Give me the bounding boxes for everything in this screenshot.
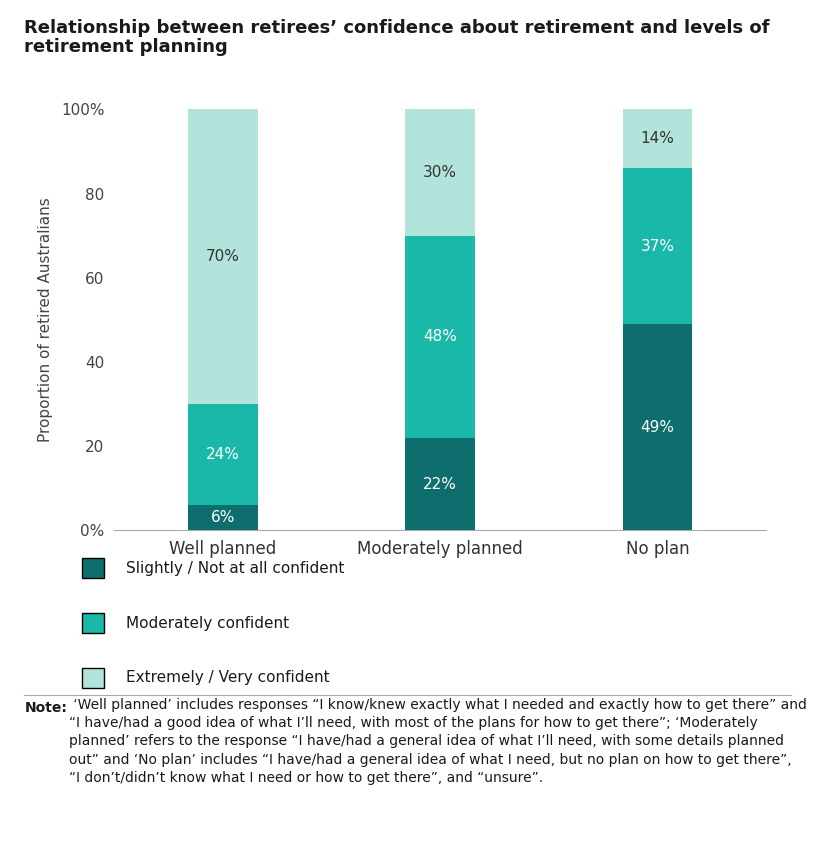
Text: ‘Well planned’ includes responses “I know/knew exactly what I needed and exactly: ‘Well planned’ includes responses “I kno… xyxy=(69,697,807,786)
Text: retirement planning: retirement planning xyxy=(24,38,228,56)
Bar xyxy=(405,438,475,530)
Text: 24%: 24% xyxy=(206,447,240,462)
Text: 70%: 70% xyxy=(206,249,240,264)
Bar xyxy=(188,404,258,505)
Text: 49%: 49% xyxy=(641,420,675,434)
Bar xyxy=(188,109,258,404)
Bar xyxy=(623,324,692,530)
Bar xyxy=(623,109,692,168)
Text: 30%: 30% xyxy=(423,165,457,180)
Bar xyxy=(405,109,475,236)
Text: 14%: 14% xyxy=(641,131,674,147)
Bar xyxy=(188,505,258,530)
Text: 6%: 6% xyxy=(210,510,235,525)
Text: Moderately confident: Moderately confident xyxy=(126,616,289,631)
Bar xyxy=(405,236,475,438)
Bar xyxy=(623,168,692,324)
Text: Extremely / Very confident: Extremely / Very confident xyxy=(126,670,330,685)
Text: Relationship between retirees’ confidence about retirement and levels of: Relationship between retirees’ confidenc… xyxy=(24,19,770,36)
Text: 48%: 48% xyxy=(423,329,457,344)
Y-axis label: Proportion of retired Australians: Proportion of retired Australians xyxy=(37,198,52,442)
Text: Slightly / Not at all confident: Slightly / Not at all confident xyxy=(126,561,345,576)
Text: 37%: 37% xyxy=(641,239,675,253)
Text: Note:: Note: xyxy=(24,701,68,715)
Text: 22%: 22% xyxy=(423,477,457,492)
